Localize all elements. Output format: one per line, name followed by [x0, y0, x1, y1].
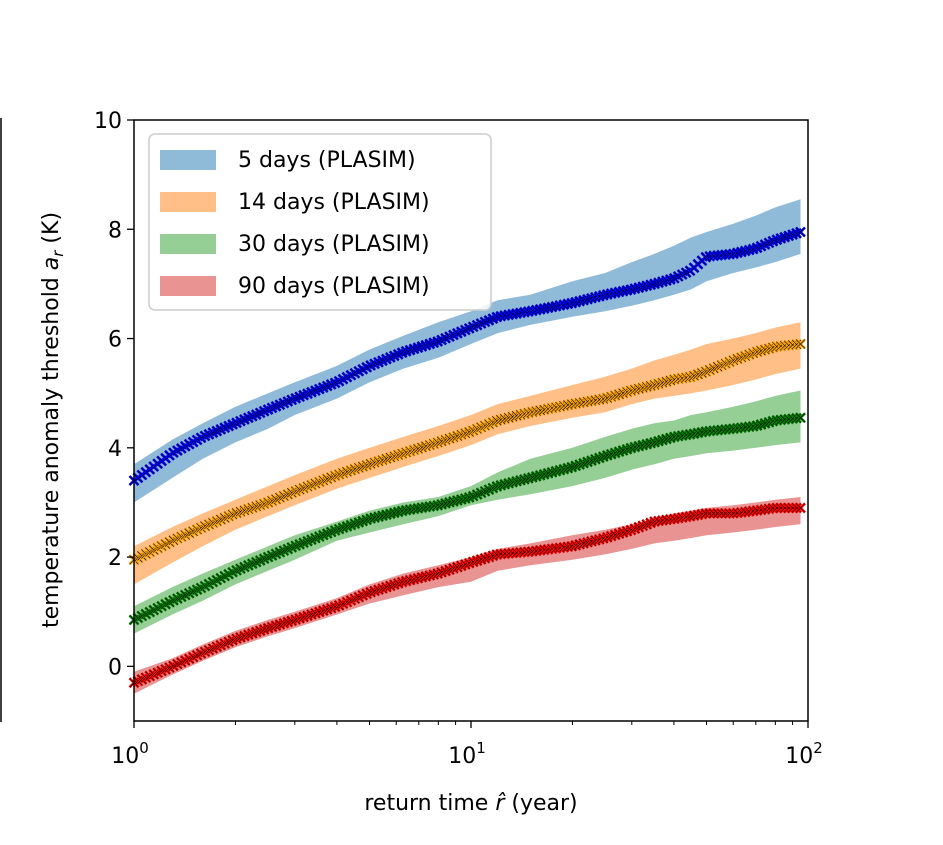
markers-series-2 — [128, 338, 806, 566]
marker-point-edge — [720, 508, 731, 519]
marker-point-edge — [795, 413, 806, 423]
marker-point-edge — [780, 503, 790, 513]
marker-point-edge — [716, 508, 727, 519]
y-tick-label: 4 — [108, 437, 122, 462]
series-markers — [128, 226, 806, 689]
x-tick-label: 101 — [448, 739, 486, 769]
legend-label-4: 90 days (PLASIM) — [238, 274, 430, 299]
y-axis-ticks: 0 2 4 6 8 10 — [94, 109, 134, 680]
marker-point-edge — [783, 503, 794, 513]
legend-label-3: 30 days (PLASIM) — [238, 232, 430, 257]
band-series-4 — [134, 497, 801, 694]
marker-point-edge — [795, 339, 806, 349]
marker-point-edge — [712, 508, 723, 519]
legend-swatch-4 — [160, 276, 216, 296]
legend: 5 days (PLASIM) 14 days (PLASIM) 30 days (… — [148, 133, 492, 311]
x-tick-label: 100 — [111, 739, 149, 769]
marker-point-edge — [787, 503, 798, 513]
legend-swatch-2 — [160, 192, 216, 212]
y-tick-label: 2 — [108, 546, 122, 571]
x-axis-ticks: 100 101 102 — [111, 721, 823, 769]
marker-point-edge — [709, 508, 719, 519]
marker-point-edge — [795, 227, 806, 237]
y-tick-label: 6 — [108, 328, 122, 353]
legend-label-2: 14 days (PLASIM) — [238, 190, 430, 215]
band-series-1 — [134, 199, 801, 503]
legend-label-1: 5 days (PLASIM) — [238, 148, 416, 173]
y-tick-label: 10 — [94, 109, 122, 134]
y-axis-label: temperature anomaly threshold ar (K) — [39, 212, 67, 628]
marker-point-edge — [772, 503, 782, 513]
plot-area — [128, 199, 806, 694]
marker-point-edge — [795, 503, 806, 513]
x-axis-label: return time r̂ (year) — [364, 791, 577, 816]
marker-point-edge — [776, 503, 786, 513]
legend-frame — [148, 133, 492, 311]
legend-swatch-3 — [160, 234, 216, 254]
marker-point-edge — [705, 508, 715, 519]
marker-point-edge — [791, 503, 802, 513]
markers-series-4 — [128, 502, 806, 689]
markers-series-1 — [128, 226, 806, 487]
markers-series-3 — [128, 412, 806, 626]
legend-swatch-1 — [160, 150, 216, 170]
x-tick-label: 102 — [785, 739, 823, 769]
y-tick-label: 0 — [108, 655, 122, 680]
y-tick-label: 8 — [108, 218, 122, 243]
